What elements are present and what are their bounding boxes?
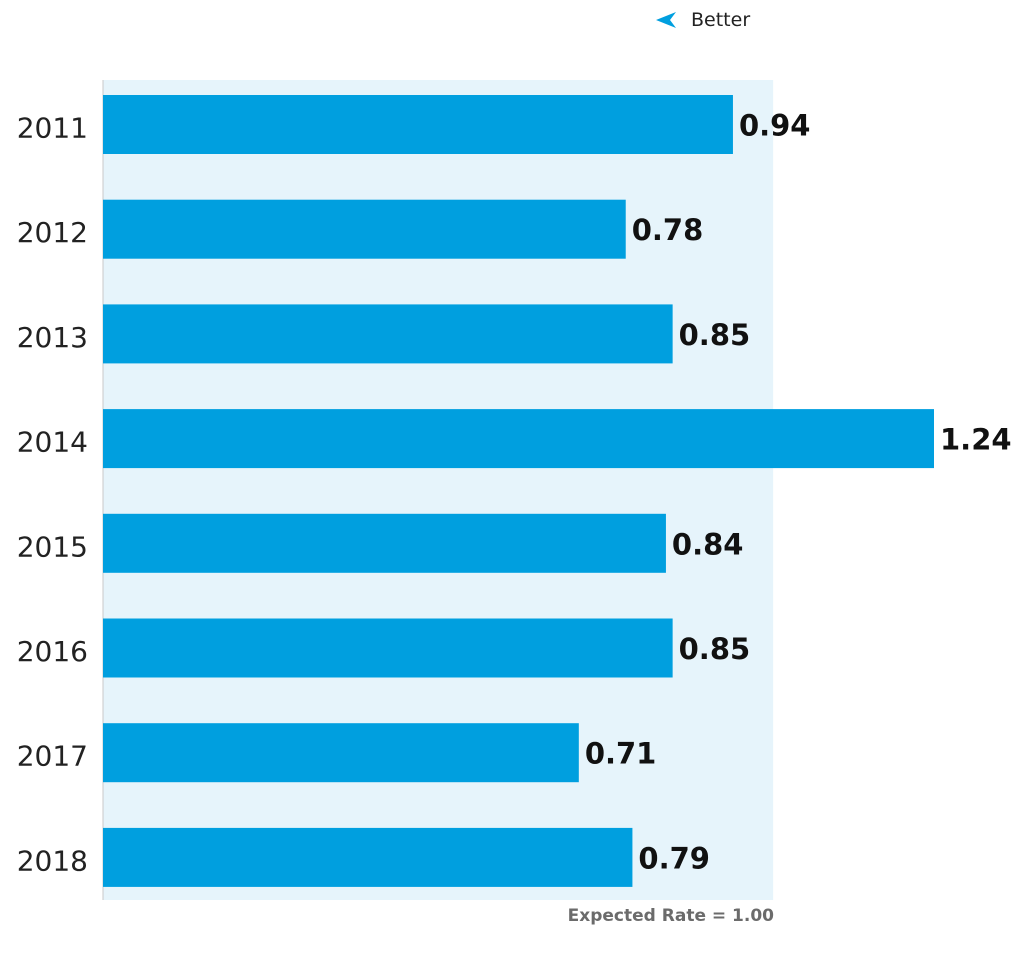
value-label: 0.85 [679,318,751,352]
category-label: 2016 [17,635,88,668]
better-label: Better [691,9,751,31]
value-label: 0.94 [739,109,811,143]
better-legend: Better [655,4,750,36]
value-label: 0.71 [585,737,657,771]
bar-chart: 2011 0.94 2012 0.78 2013 0.85 2014 1.24 2015 0.84… [17,80,1012,900]
category-label: 2013 [17,321,88,354]
value-label: 0.84 [672,527,744,561]
category-label: 2015 [17,530,88,563]
category-label: 2018 [17,844,88,877]
bar-2018 [103,827,633,887]
bar-2013 [103,304,673,364]
category-label: 2014 [17,426,88,459]
value-label: 1.24 [940,423,1012,457]
category-label: 2011 [17,112,88,145]
category-label: 2012 [17,216,88,249]
value-label: 0.79 [638,841,710,875]
bar-2014 [103,409,934,469]
bar-2011 [103,95,733,154]
bar-2016 [103,618,673,678]
bar-2012 [103,199,626,259]
value-label: 0.85 [679,632,751,666]
value-label: 0.78 [632,213,704,247]
bar-2017 [103,723,579,783]
left-arrow-icon [655,11,677,29]
bar-2015 [103,513,666,573]
expected-rate-note: Expected Rate = 1.00 [567,906,774,926]
category-label: 2017 [17,740,88,773]
